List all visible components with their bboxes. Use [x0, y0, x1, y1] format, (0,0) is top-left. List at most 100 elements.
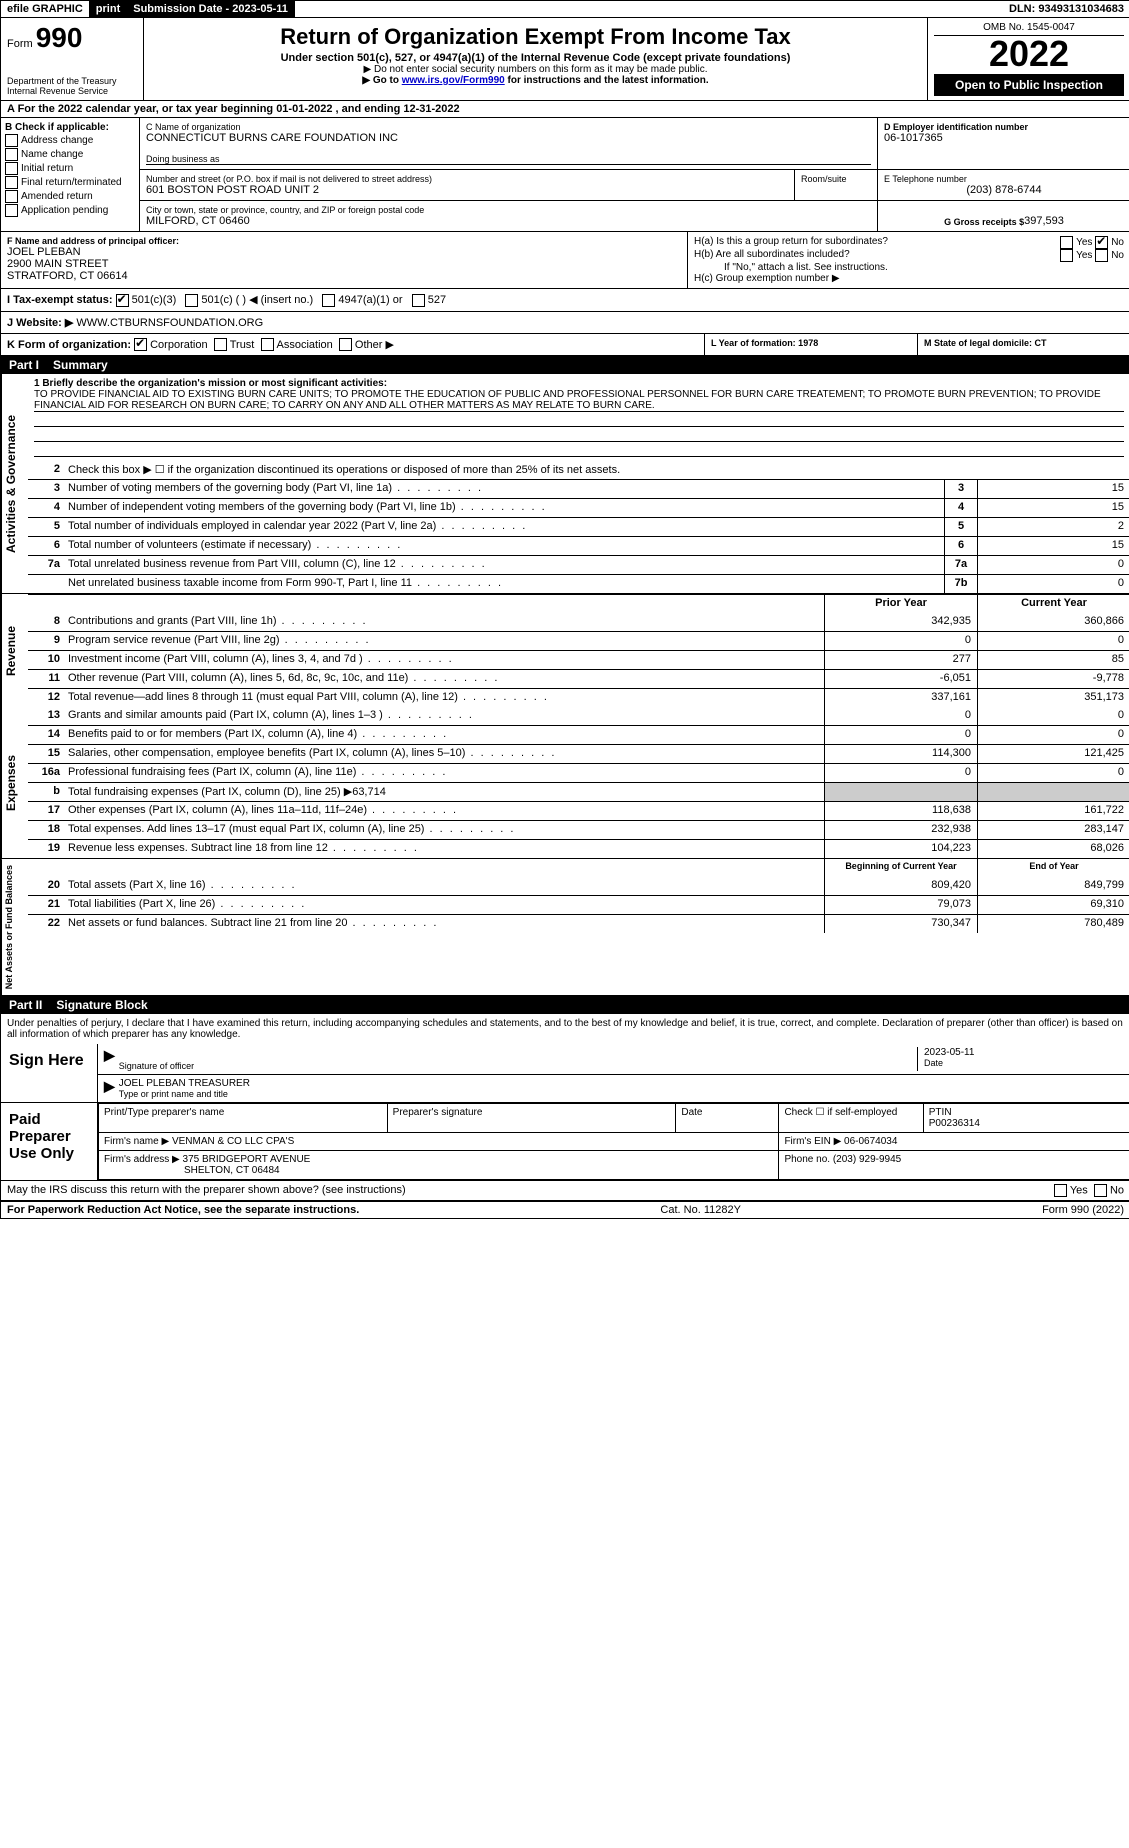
date-label: Date [924, 1058, 1124, 1068]
ha-no[interactable] [1095, 236, 1108, 249]
side-revenue: Revenue [1, 594, 28, 707]
ein: 06-1017365 [884, 132, 1124, 144]
k-trust[interactable] [214, 338, 227, 351]
netassets-block: Net Assets or Fund Balances Beginning of… [1, 859, 1129, 996]
hb-yes[interactable] [1060, 249, 1073, 262]
ptin-label: PTIN [929, 1107, 952, 1118]
signer-name-label: Type or print name and title [119, 1089, 1124, 1099]
colb-item[interactable]: Address change [5, 134, 135, 147]
firm-addr-label: Firm's address ▶ [104, 1154, 180, 1165]
org-name: CONNECTICUT BURNS CARE FOUNDATION INC [146, 132, 871, 144]
prep-sig-label: Preparer's signature [393, 1107, 483, 1118]
discuss-yes[interactable] [1054, 1184, 1067, 1197]
firm-ein: 06-0674034 [844, 1136, 897, 1147]
f-label: F Name and address of principal officer: [7, 236, 681, 246]
hb-no[interactable] [1095, 249, 1108, 262]
part2-title: Signature Block [56, 998, 147, 1012]
sign-here-label: Sign Here [1, 1044, 98, 1102]
officer-addr1: 2900 MAIN STREET [7, 258, 681, 270]
block-c: C Name of organization CONNECTICUT BURNS… [140, 118, 878, 169]
phone-value: (203) 929-9945 [833, 1154, 901, 1165]
mission-label: 1 Briefly describe the organization's mi… [34, 378, 1124, 389]
col-b-heading: B Check if applicable: [5, 122, 135, 133]
i-527[interactable] [412, 294, 425, 307]
prep-check-label: Check ☐ if self-employed [784, 1107, 897, 1118]
note-link-post: for instructions and the latest informat… [508, 75, 709, 86]
preparer-table: Print/Type preparer's name Preparer's si… [98, 1103, 1129, 1180]
tax-exempt-status: I Tax-exempt status: 501(c)(3) 501(c) ( … [1, 289, 1129, 311]
dept-irs: Internal Revenue Service [7, 86, 137, 96]
row-a: A For the 2022 calendar year, or tax yea… [1, 101, 1129, 118]
side-netassets: Net Assets or Fund Balances [1, 859, 28, 995]
colb-item[interactable]: Final return/terminated [5, 176, 135, 189]
summary-line: 7aTotal unrelated business revenue from … [28, 555, 1129, 574]
i-501c[interactable] [185, 294, 198, 307]
colb-item[interactable]: Application pending [5, 204, 135, 217]
form-header: Form 990 Department of the Treasury Inte… [1, 18, 1129, 101]
summary-line: 3Number of voting members of the governi… [28, 479, 1129, 498]
summary-line: 14Benefits paid to or for members (Part … [28, 725, 1129, 744]
summary-line: 5Total number of individuals employed in… [28, 517, 1129, 536]
declaration: Under penalties of perjury, I declare th… [1, 1014, 1129, 1044]
form-990-page: efile GRAPHIC print Submission Date - 20… [0, 0, 1129, 1219]
begin-year-header: Beginning of Current Year [824, 859, 977, 877]
hc-label: H(c) Group exemption number ▶ [694, 273, 1124, 284]
i-501c3[interactable] [116, 294, 129, 307]
street-address: 601 BOSTON POST ROAD UNIT 2 [146, 184, 788, 196]
block-f: F Name and address of principal officer:… [1, 232, 688, 288]
k-assoc[interactable] [261, 338, 274, 351]
tax-year: 2022 [934, 36, 1124, 72]
firm-addr1: 375 BRIDGEPORT AVENUE [183, 1154, 311, 1165]
discuss-text: May the IRS discuss this return with the… [7, 1184, 406, 1197]
row-klm: K Form of organization: Corporation Trus… [1, 334, 1129, 357]
header-right: OMB No. 1545-0047 2022 Open to Public In… [928, 18, 1129, 100]
note-ssn: ▶ Do not enter social security numbers o… [150, 64, 921, 75]
k-other[interactable] [339, 338, 352, 351]
colb-item[interactable]: Amended return [5, 190, 135, 203]
part1-header: Part I Summary [1, 356, 1129, 374]
row-j: J Website: ▶ WWW.CTBURNSFOUNDATION.ORG [1, 312, 1129, 334]
colb-item[interactable]: Initial return [5, 162, 135, 175]
form-label: Form [7, 38, 33, 50]
summary-line: 19Revenue less expenses. Subtract line 1… [28, 839, 1129, 858]
hb-note: If "No," attach a list. See instructions… [694, 262, 1124, 273]
g-label: G Gross receipts $ [944, 217, 1024, 227]
open-to-public: Open to Public Inspection [934, 74, 1124, 96]
irs-link[interactable]: www.irs.gov/Form990 [402, 75, 505, 86]
firm-name-label: Firm's name ▶ [104, 1136, 169, 1147]
block-h: H(a) Is this a group return for subordin… [688, 232, 1129, 288]
mission-text: TO PROVIDE FINANCIAL AID TO EXISTING BUR… [34, 389, 1124, 412]
ha-label: H(a) Is this a group return for subordin… [694, 236, 888, 249]
block-e: E Telephone number (203) 878-6744 [878, 170, 1129, 200]
governance-block: Activities & Governance 1 Briefly descri… [1, 374, 1129, 594]
colb-item[interactable]: Name change [5, 148, 135, 161]
part1-label: Part I [9, 358, 39, 372]
discuss-no[interactable] [1094, 1184, 1107, 1197]
col-b: B Check if applicable: Address changeNam… [1, 118, 140, 231]
block-m: M State of legal domicile: CT [918, 334, 1129, 356]
ha-yes[interactable] [1060, 236, 1073, 249]
print-button[interactable]: print [90, 1, 127, 17]
paid-preparer-row: Paid Preparer Use Only Print/Type prepar… [1, 1103, 1129, 1181]
i-4947[interactable] [322, 294, 335, 307]
revenue-block: Revenue Prior Year Current Year 8Contrib… [1, 594, 1129, 707]
side-governance: Activities & Governance [1, 374, 28, 593]
dba-label: Doing business as [146, 150, 871, 165]
summary-line: 12Total revenue—add lines 8 through 11 (… [28, 688, 1129, 707]
current-year-header: Current Year [977, 595, 1129, 613]
summary-line: Net unrelated business taxable income fr… [28, 574, 1129, 593]
officer-name: JOEL PLEBAN [7, 246, 681, 258]
row-i: I Tax-exempt status: 501(c)(3) 501(c) ( … [1, 289, 1129, 312]
summary-line: 6Total number of volunteers (estimate if… [28, 536, 1129, 555]
city-label: City or town, state or province, country… [146, 205, 871, 215]
summary-line: 21Total liabilities (Part X, line 26)79,… [28, 895, 1129, 914]
form-title: Return of Organization Exempt From Incom… [150, 24, 921, 50]
summary-line: 8Contributions and grants (Part VIII, li… [28, 613, 1129, 631]
part2-header: Part II Signature Block [1, 996, 1129, 1014]
addr-label: Number and street (or P.O. box if mail i… [146, 174, 788, 184]
summary-line: 4Number of independent voting members of… [28, 498, 1129, 517]
k-corp[interactable] [134, 338, 147, 351]
summary-line: 15Salaries, other compensation, employee… [28, 744, 1129, 763]
summary-line: 9Program service revenue (Part VIII, lin… [28, 631, 1129, 650]
prep-name-label: Print/Type preparer's name [104, 1107, 224, 1118]
